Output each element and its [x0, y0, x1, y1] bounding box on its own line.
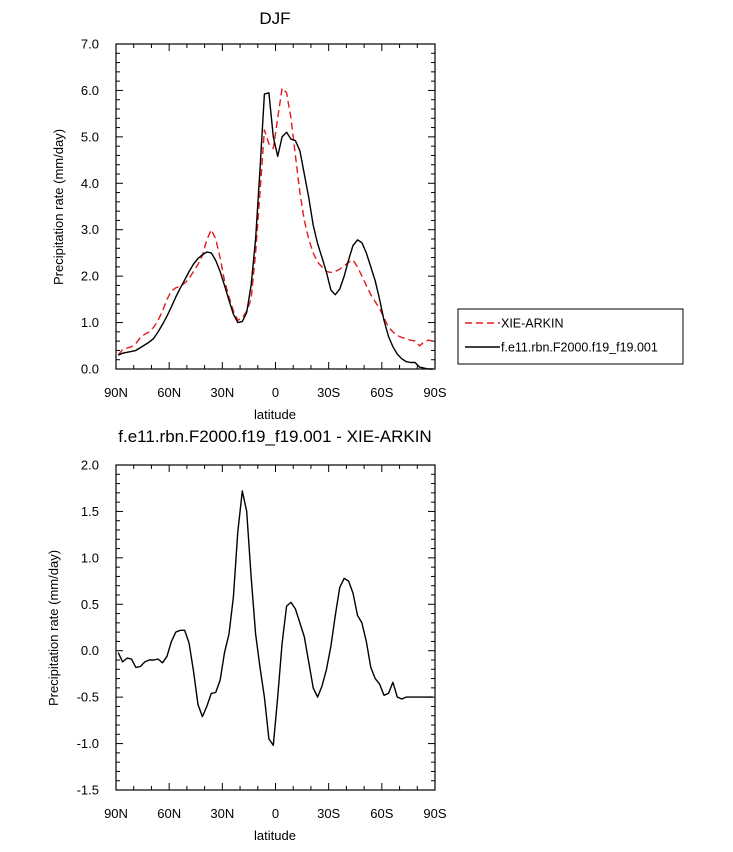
top-x-tick-label: 30S [317, 385, 340, 400]
bottom-x-tick-label: 90S [423, 806, 446, 821]
bottom-y-tick-label: -0.5 [77, 690, 99, 705]
top-y-tick-label: 6.0 [81, 83, 99, 98]
bottom-x-tick-label: 60N [157, 806, 181, 821]
top-plot: 90N 60N 30N 0 30S 60S 90S 0.0 1.0 2.0 3.0 4.0 5.0 6.0… [81, 37, 684, 400]
top-y-tick-label: 3.0 [81, 222, 99, 237]
bottom-x-tick-label: 0 [272, 806, 279, 821]
top-plot-frame [115, 43, 436, 370]
top-y-tick-label: 5.0 [81, 129, 99, 144]
top-y-tick-label: 2.0 [81, 269, 99, 284]
legend-label: XIE-ARKIN [501, 317, 564, 331]
top-y-tick-label: 1.0 [81, 315, 99, 330]
legend-box [457, 308, 684, 365]
top-x-tick-label: 30N [210, 385, 234, 400]
top-x-axis-label: latitude [254, 407, 296, 422]
top-series-line-xie-arkin [117, 87, 433, 356]
bottom-plot: 90N 60N 30N 0 30S 60S 90S -1.5 -1.0 -0.5 0.0 0.5 1.0… [77, 458, 447, 822]
bottom-y-tick-label: 2.0 [81, 458, 99, 473]
bottom-y-tick-label: 1.0 [81, 550, 99, 565]
top-x-tick-label: 60S [370, 385, 393, 400]
legend-label: f.e11.rbn.F2000.f19_f19.001 [501, 341, 658, 355]
top-y-axis-label: Precipitation rate (mm/day) [51, 129, 66, 285]
bottom-x-tick-label: 90N [104, 806, 128, 821]
bottom-x-tick-label: 30N [210, 806, 234, 821]
top-y-tick-label: 0.0 [81, 362, 99, 377]
bottom-y-tick-label: 0.0 [81, 643, 99, 658]
bottom-x-tick-label: 30S [317, 806, 340, 821]
top-x-tick-label: 60N [157, 385, 181, 400]
bottom-series-line-difference [117, 490, 433, 747]
top-y-tick-label: 7.0 [81, 37, 99, 52]
bottom-plot-frame [115, 464, 436, 791]
bottom-y-tick-label: 1.5 [81, 504, 99, 519]
bottom-chart-title: f.e11.rbn.F2000.f19_f19.001 - XIE-ARKIN [118, 427, 431, 446]
top-series-line-f-e11-rbn-f2000-f19-f19-001 [117, 92, 433, 370]
bottom-y-tick-label: 0.5 [81, 597, 99, 612]
top-y-tick-label: 4.0 [81, 176, 99, 191]
top-x-tick-label: 90N [104, 385, 128, 400]
bottom-y-tick-label: -1.5 [77, 783, 99, 798]
top-x-tick-label: 90S [423, 385, 446, 400]
legend: XIE-ARKIN f.e11.rbn.F2000.f19_f19.001 [457, 308, 684, 365]
bottom-x-axis-label: latitude [254, 828, 296, 843]
top-x-tick-label: 0 [272, 385, 279, 400]
bottom-y-axis-label: Precipitation rate (mm/day) [46, 550, 61, 706]
top-chart-title: DJF [259, 9, 290, 28]
bottom-x-tick-label: 60S [370, 806, 393, 821]
bottom-y-tick-label: -1.0 [77, 736, 99, 751]
